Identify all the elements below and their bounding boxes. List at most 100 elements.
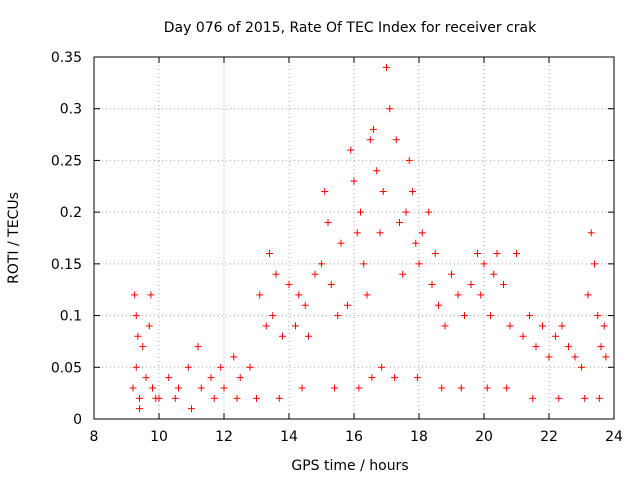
data-point [136,405,143,413]
data-point [327,281,335,289]
data-point [581,394,589,402]
data-point [197,384,205,392]
data-point [233,394,241,402]
data-point [532,343,540,351]
data-point [545,353,553,361]
data-point [344,301,351,309]
data-point [136,394,143,402]
data-point [483,384,491,392]
data-point [415,260,423,268]
x-tick-label: 18 [410,429,428,445]
data-point [184,363,192,371]
y-tick-label: 0.05 [51,360,82,376]
data-point [595,394,603,402]
y-tick-label: 0.25 [51,153,82,169]
data-point [425,208,433,216]
data-point [413,374,421,382]
data-point [347,146,355,154]
data-point [334,312,342,320]
data-point [145,322,153,330]
data-point [480,260,488,268]
data-point [318,260,325,268]
x-tick-label: 8 [90,429,99,445]
y-tick-label: 0 [73,412,82,428]
data-point [529,394,537,402]
x-axis-label: GPS time / hours [291,458,408,474]
data-point [391,374,399,382]
data-point [519,332,527,340]
data-point [285,281,293,289]
data-point [435,301,442,309]
data-point [210,394,218,402]
data-point [503,384,511,392]
data-point [292,322,299,330]
data-point [373,167,381,175]
data-point [194,343,202,351]
x-tick-label: 16 [345,429,363,445]
data-point [493,250,501,258]
grid-lines [94,57,614,419]
data-point [139,343,147,351]
data-point [357,208,364,216]
data-point [230,353,238,361]
data-point [378,363,386,371]
data-point [353,229,361,237]
data-point [295,291,303,299]
data-point [132,363,140,371]
data-point [253,394,260,402]
data-point [370,125,377,133]
data-point [368,374,376,382]
data-point [355,384,363,392]
data-point [558,322,566,330]
data-points [129,63,610,413]
data-point [165,374,173,382]
data-point [591,260,598,268]
data-point [418,229,426,237]
data-point [409,187,416,195]
data-point [301,301,309,309]
data-point [448,270,455,278]
data-point [552,332,559,340]
data-point [474,250,481,258]
data-point [142,374,150,382]
data-point [311,270,319,278]
data-point [376,229,384,237]
y-tick-label: 0.3 [60,102,82,118]
data-point [298,384,306,392]
data-point [272,270,280,278]
data-point [149,384,156,392]
data-point [396,218,403,226]
data-point [207,374,215,382]
data-point [438,384,446,392]
y-tick-label: 0.2 [60,205,82,221]
data-point [321,187,329,195]
data-point [441,322,449,330]
data-point [500,281,507,289]
data-point [256,291,264,299]
data-point [279,332,286,340]
data-point [129,384,137,392]
data-point [584,291,592,299]
data-point [305,332,312,340]
data-point [571,353,579,361]
data-point [412,239,420,247]
data-point [597,343,605,351]
data-point [467,281,475,289]
data-point [269,312,277,320]
data-point [428,281,436,289]
x-tick-label: 10 [150,429,168,445]
data-point [147,291,155,299]
data-point [565,343,572,351]
data-point [477,291,485,299]
data-point [217,363,225,371]
data-point [188,405,195,413]
data-point [331,384,338,392]
data-point [487,312,494,320]
data-point [457,384,465,392]
x-tick-label: 14 [280,429,298,445]
data-point [152,394,160,402]
data-point [431,250,439,258]
data-point [513,250,520,258]
data-point [236,374,244,382]
